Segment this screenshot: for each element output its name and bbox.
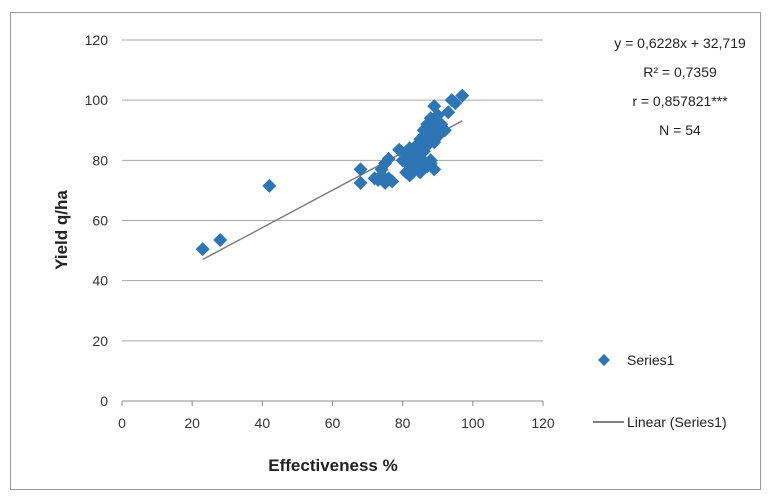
y-tick-label: 60 — [92, 213, 108, 229]
data-point — [448, 96, 463, 111]
data-point — [427, 162, 442, 177]
y-tick-label: 0 — [100, 393, 108, 409]
data-point — [455, 88, 470, 103]
y-tick-label: 100 — [85, 92, 109, 108]
x-tick-label: 40 — [255, 415, 271, 431]
x-axis-title: Effectiveness % — [268, 456, 397, 475]
chart-frame — [10, 12, 761, 490]
x-tick-label: 120 — [531, 415, 555, 431]
correlation-label: r = 0,857821*** — [632, 93, 728, 109]
data-point — [262, 178, 277, 193]
data-point — [353, 175, 368, 190]
sample-size-label: N = 54 — [659, 122, 701, 138]
x-tick-label: 60 — [325, 415, 341, 431]
x-tick-label: 20 — [184, 415, 200, 431]
y-tick-label: 20 — [92, 333, 108, 349]
y-axis-title: Yield q/ha — [52, 190, 71, 270]
data-point — [441, 105, 456, 120]
data-point — [381, 151, 396, 166]
data-point — [195, 242, 210, 257]
y-tick-label: 120 — [85, 32, 109, 48]
legend-series1-label: Series1 — [627, 352, 675, 368]
x-tick-label: 80 — [395, 415, 411, 431]
grid-lines — [122, 39, 543, 402]
legend: Series1 Linear (Series1) — [593, 352, 727, 430]
data-point — [437, 123, 452, 138]
x-tick-label: 100 — [461, 415, 485, 431]
r-squared-label: R² = 0,7359 — [643, 64, 717, 80]
data-point — [213, 233, 228, 248]
y-tick-label: 40 — [92, 273, 108, 289]
x-tick-label: 0 — [118, 415, 126, 431]
regression-annotation: y = 0,6228x + 32,719 R² = 0,7359 r = 0,8… — [614, 35, 746, 138]
y-tick-label: 80 — [92, 152, 108, 168]
legend-trendline-label: Linear (Series1) — [627, 414, 727, 430]
data-point — [353, 162, 368, 177]
data-point — [434, 117, 449, 132]
legend-series1-marker — [598, 354, 610, 366]
data-points — [195, 88, 470, 257]
axes: 0 20 40 60 80 100 120 0 20 40 60 80 100 120 — [85, 32, 555, 431]
data-point — [385, 174, 400, 189]
regression-equation: y = 0,6228x + 32,719 — [614, 35, 746, 51]
